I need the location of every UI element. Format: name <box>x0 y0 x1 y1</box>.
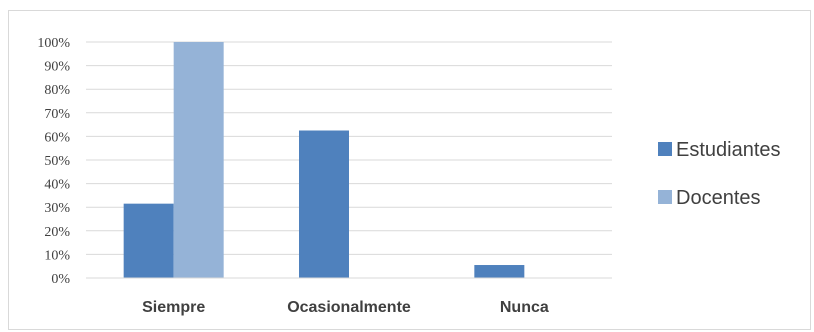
y-tick-label: 100% <box>37 36 70 51</box>
y-tick-label: 10% <box>44 248 70 263</box>
legend-swatch-docentes <box>658 190 672 204</box>
legend: Estudiantes Docentes <box>658 139 781 209</box>
y-tick-label: 0% <box>51 272 70 287</box>
y-tick-label: 30% <box>44 201 70 216</box>
y-tick-label: 20% <box>44 225 70 240</box>
y-axis-tick-labels: 0% 10% 20% 30% 40% 50% 60% 70% 80% 90% 100% <box>37 36 70 287</box>
x-category-label: Siempre <box>142 299 205 316</box>
legend-swatch-estudiantes <box>658 142 672 156</box>
bar-estudiantes-siempre <box>123 203 174 278</box>
bar-docentes-siempre <box>173 42 224 278</box>
x-category-label: Nunca <box>500 299 549 316</box>
y-tick-label: 90% <box>44 60 70 75</box>
legend-label-docentes: Docentes <box>676 187 761 209</box>
y-tick-label: 60% <box>44 130 70 145</box>
x-category-label: Ocasionalmente <box>287 299 411 316</box>
y-tick-label: 50% <box>44 154 70 169</box>
y-tick-label: 70% <box>44 107 70 122</box>
legend-label-estudiantes: Estudiantes <box>676 139 781 161</box>
x-axis-category-labels: Siempre Ocasionalmente Nunca <box>142 299 549 316</box>
y-tick-label: 40% <box>44 178 70 193</box>
y-tick-label: 80% <box>44 83 70 98</box>
bar-estudiantes-nunca <box>474 265 525 278</box>
bar-estudiantes-ocasionalmente <box>299 130 349 278</box>
bars <box>123 42 525 278</box>
